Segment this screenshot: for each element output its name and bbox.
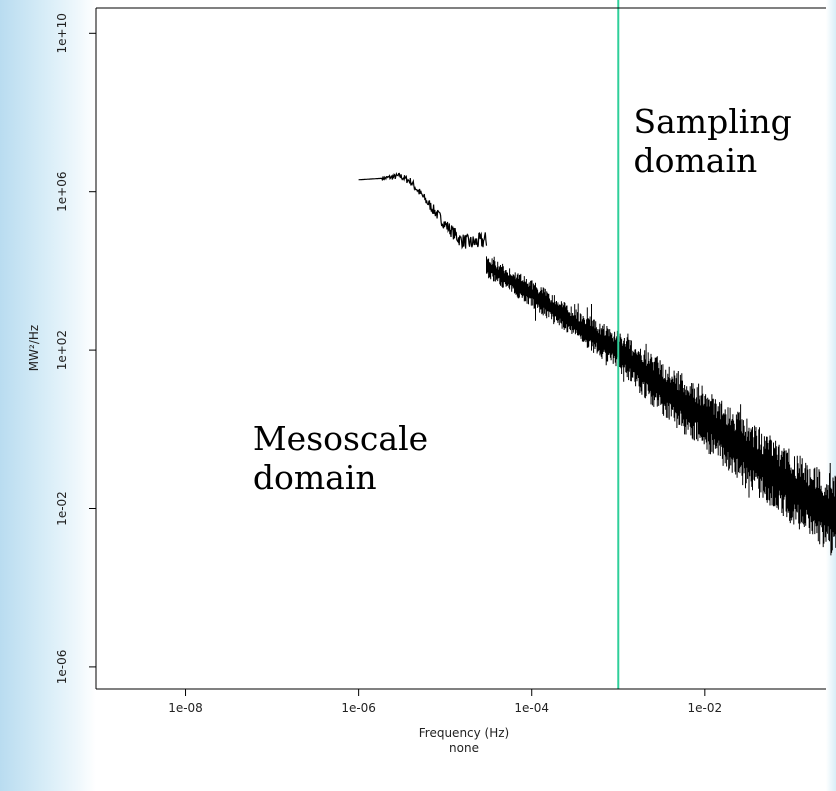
- x-axis-label: Frequency (Hz): [419, 726, 510, 740]
- y-tick-label: 1e+02: [55, 330, 69, 370]
- annotation-text: domain: [634, 141, 758, 180]
- series-trace: [358, 172, 488, 250]
- x-tick-label: 1e-04: [514, 701, 549, 715]
- y-tick-label: 1e-06: [55, 650, 69, 685]
- y-axis-label: MW²/Hz: [27, 325, 41, 371]
- y-tick-label: 1e-02: [55, 491, 69, 526]
- x-tick-label: 1e-06: [341, 701, 376, 715]
- background-gradient-left: [0, 0, 96, 791]
- background-gradient-right: [826, 0, 836, 791]
- y-ticks: 1e-06 1e-02 1e+02 1e+06 1e+10: [55, 13, 96, 684]
- x-axis-sublabel: none: [449, 741, 479, 755]
- x-tick-label: 1e-02: [688, 701, 723, 715]
- series-line-layer: [358, 172, 488, 250]
- annotation-text: Sampling: [634, 102, 792, 141]
- y-tick-label: 1e+10: [55, 13, 69, 53]
- annotation-text: domain: [253, 458, 377, 497]
- series-band-layer: [486, 256, 836, 557]
- plot-area: [96, 8, 826, 689]
- series-band: [486, 256, 836, 557]
- y-tick-label: 1e+06: [55, 172, 69, 212]
- x-tick-label: 1e-08: [168, 701, 203, 715]
- annotation-text: Mesoscale: [253, 419, 428, 458]
